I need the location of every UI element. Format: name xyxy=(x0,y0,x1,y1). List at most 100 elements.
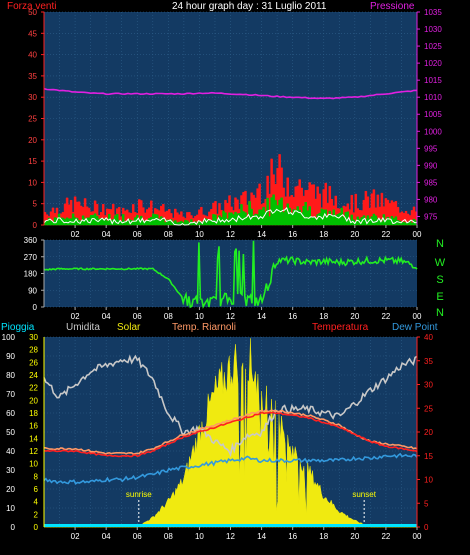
x-tick-label: 16 xyxy=(288,230,297,239)
wind-tick-label: 50 xyxy=(28,8,37,17)
x-tick-label: 04 xyxy=(102,532,111,541)
x-tick-label: 20 xyxy=(350,532,359,541)
pressure-tick-label: 1025 xyxy=(424,42,442,51)
x-tick-label: 16 xyxy=(288,532,297,541)
x-tick-label: 06 xyxy=(133,230,142,239)
legend-entry: Solar xyxy=(117,322,141,333)
pressure-tick-label: 975 xyxy=(424,212,438,221)
compass-letter: N xyxy=(436,307,444,319)
pressure-tick-label: 990 xyxy=(424,161,438,170)
pressure-tick-label: 1030 xyxy=(424,25,442,34)
x-tick-label: 14 xyxy=(257,312,266,321)
x-tick-label: 22 xyxy=(381,312,390,321)
humidity-tick-label: 10 xyxy=(6,504,15,513)
x-tick-label: 00 xyxy=(413,312,422,321)
x-tick-label: 22 xyxy=(381,230,390,239)
solar-tick-label: 8 xyxy=(34,472,39,481)
direction-line xyxy=(43,240,418,309)
x-tick-label: 10 xyxy=(195,312,204,321)
temperature-tick-label: 30 xyxy=(424,381,433,390)
solar-tick-label: 16 xyxy=(29,422,38,431)
pressure-tick-label: 1015 xyxy=(424,76,442,85)
x-tick-label: 06 xyxy=(133,532,142,541)
compass-letter: S xyxy=(436,274,443,286)
x-tick-label: 00 xyxy=(413,230,422,239)
humidity-tick-label: 70 xyxy=(6,390,15,399)
solar-tick-label: 14 xyxy=(29,434,38,443)
direction-tick-label: 360 xyxy=(24,236,38,245)
x-tick-label: 20 xyxy=(350,312,359,321)
solar-tick-label: 0 xyxy=(34,523,39,532)
humidity-tick-label: 20 xyxy=(6,485,15,494)
x-tick-label: 18 xyxy=(319,312,328,321)
x-tick-label: 02 xyxy=(71,312,80,321)
x-tick-label: 14 xyxy=(257,532,266,541)
wind-tick-label: 0 xyxy=(33,221,38,230)
legend-entry: Pioggia xyxy=(1,322,35,333)
solar-tick-label: 4 xyxy=(34,498,39,507)
rain-series xyxy=(44,524,417,527)
solar-tick-label: 22 xyxy=(29,384,38,393)
solar-tick-label: 2 xyxy=(34,510,39,519)
x-tick-label: 10 xyxy=(195,532,204,541)
solar-tick-label: 26 xyxy=(29,358,38,367)
x-tick-label: 16 xyxy=(288,312,297,321)
pressure-tick-label: 995 xyxy=(424,144,438,153)
solar-tick-label: 28 xyxy=(29,346,38,355)
direction-tick-label: 90 xyxy=(28,286,37,295)
temperature-tick-label: 20 xyxy=(424,428,433,437)
solar-tick-label: 24 xyxy=(29,371,38,380)
legend-entry: Umidita xyxy=(66,322,100,333)
legend-entry: Temperatura xyxy=(312,322,369,333)
solar-tick-label: 30 xyxy=(29,333,38,342)
humidity-tick-label: 80 xyxy=(6,371,15,380)
x-tick-label: 08 xyxy=(164,312,173,321)
chart-title: 24 hour graph day : 31 Luglio 2011 xyxy=(172,1,327,12)
direction-tick-label: 180 xyxy=(24,270,38,279)
x-tick-label: 22 xyxy=(381,532,390,541)
x-tick-label: 10 xyxy=(195,230,204,239)
solar-tick-label: 6 xyxy=(34,485,39,494)
x-tick-label: 02 xyxy=(71,532,80,541)
temperature-tick-label: 10 xyxy=(424,476,433,485)
pressure-tick-label: 985 xyxy=(424,178,438,187)
x-tick-label: 06 xyxy=(133,312,142,321)
wind-tick-label: 10 xyxy=(28,178,37,187)
temperature-tick-label: 40 xyxy=(424,333,433,342)
pressure-axis-label: Pressione xyxy=(370,1,415,12)
x-tick-label: 18 xyxy=(319,532,328,541)
wind-tick-label: 25 xyxy=(28,115,37,124)
x-tick-label: 00 xyxy=(413,532,422,541)
x-tick-label: 14 xyxy=(257,230,266,239)
sunset-label: sunset xyxy=(352,490,376,499)
pressure-tick-label: 1005 xyxy=(424,110,442,119)
pressure-tick-label: 1035 xyxy=(424,8,442,17)
wind-tick-label: 45 xyxy=(28,29,37,38)
humidity-tick-label: 90 xyxy=(6,352,15,361)
wind-tick-label: 30 xyxy=(28,93,37,102)
pressure-tick-label: 1000 xyxy=(424,127,442,136)
solar-tick-label: 12 xyxy=(29,447,38,456)
humidity-tick-label: 60 xyxy=(6,409,15,418)
x-tick-label: 18 xyxy=(319,230,328,239)
wind-tick-label: 35 xyxy=(28,72,37,81)
x-tick-label: 20 xyxy=(350,230,359,239)
compass-letter: E xyxy=(436,291,443,303)
wind-series xyxy=(43,154,418,226)
x-tick-label: 08 xyxy=(164,230,173,239)
x-tick-label: 04 xyxy=(102,312,111,321)
temperature-tick-label: 5 xyxy=(424,499,429,508)
x-tick-label: 02 xyxy=(71,230,80,239)
wind-tick-label: 15 xyxy=(28,157,37,166)
wind-tick-label: 40 xyxy=(28,51,37,60)
humidity-tick-label: 100 xyxy=(2,333,16,342)
pressure-tick-label: 980 xyxy=(424,195,438,204)
temperature-tick-label: 35 xyxy=(424,357,433,366)
humidity-tick-label: 40 xyxy=(6,447,15,456)
x-tick-label: 12 xyxy=(226,312,235,321)
compass-letter: N xyxy=(436,238,444,250)
x-tick-label: 12 xyxy=(226,532,235,541)
wind-tick-label: 5 xyxy=(33,200,38,209)
sunrise-label: sunrise xyxy=(126,490,152,499)
